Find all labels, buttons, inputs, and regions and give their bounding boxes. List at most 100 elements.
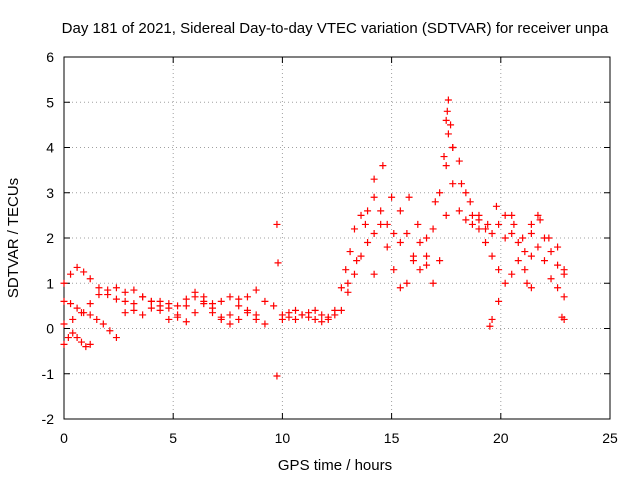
y-tick-label: 3 bbox=[46, 185, 54, 201]
data-point bbox=[457, 180, 465, 188]
series-outliers bbox=[273, 96, 568, 380]
data-point bbox=[95, 284, 103, 292]
data-point bbox=[182, 302, 190, 310]
data-point bbox=[209, 304, 217, 312]
data-point bbox=[377, 207, 385, 215]
data-point bbox=[534, 211, 542, 219]
data-point bbox=[449, 144, 457, 151]
data-point bbox=[191, 293, 199, 301]
x-tick-label: 25 bbox=[602, 430, 618, 446]
data-point bbox=[462, 189, 470, 197]
data-point bbox=[350, 225, 358, 233]
data-point bbox=[468, 211, 476, 219]
data-point bbox=[558, 313, 566, 321]
series-track-e bbox=[278, 162, 568, 321]
data-point bbox=[67, 270, 75, 278]
data-point bbox=[455, 207, 463, 215]
data-point bbox=[252, 286, 260, 294]
data-point bbox=[495, 266, 503, 274]
y-tick-labels: -2 -1 0 1 2 3 4 5 6 bbox=[42, 49, 55, 427]
data-point bbox=[337, 284, 345, 292]
data-point bbox=[423, 234, 431, 242]
data-point bbox=[495, 220, 503, 228]
data-point bbox=[482, 225, 490, 233]
data-point bbox=[106, 327, 114, 335]
data-point bbox=[156, 297, 164, 305]
data-point bbox=[182, 295, 190, 303]
data-point bbox=[547, 248, 555, 256]
data-point bbox=[527, 220, 535, 228]
data-point bbox=[370, 193, 378, 201]
data-point bbox=[226, 293, 234, 301]
data-point bbox=[147, 297, 155, 305]
data-point bbox=[342, 266, 350, 274]
data-points bbox=[60, 96, 568, 380]
data-point bbox=[60, 297, 68, 305]
data-point bbox=[93, 315, 101, 323]
data-point bbox=[86, 340, 94, 348]
data-point bbox=[527, 284, 535, 292]
data-point bbox=[403, 229, 411, 237]
data-point bbox=[270, 302, 278, 310]
data-point bbox=[423, 252, 431, 260]
data-point bbox=[527, 229, 535, 237]
data-point bbox=[482, 239, 490, 247]
data-point bbox=[440, 153, 448, 161]
data-point bbox=[273, 220, 281, 228]
data-point bbox=[274, 259, 282, 267]
y-tick-label: 6 bbox=[46, 49, 54, 65]
data-point bbox=[337, 306, 345, 314]
x-tick-label: 10 bbox=[275, 430, 291, 446]
data-point bbox=[60, 320, 68, 328]
data-point bbox=[388, 193, 396, 201]
data-point bbox=[217, 297, 225, 305]
data-point bbox=[261, 297, 269, 305]
series-track-c bbox=[60, 329, 94, 351]
data-point bbox=[377, 220, 385, 228]
data-point bbox=[560, 293, 568, 301]
data-point bbox=[278, 315, 286, 323]
data-point bbox=[554, 284, 562, 292]
data-point bbox=[396, 284, 404, 292]
data-point bbox=[226, 320, 234, 328]
data-point bbox=[77, 309, 85, 317]
data-point bbox=[443, 107, 451, 115]
y-tick-label: 0 bbox=[46, 321, 54, 337]
data-point bbox=[165, 315, 173, 323]
data-point bbox=[442, 116, 450, 124]
data-point bbox=[514, 257, 522, 265]
y-tick-label: 5 bbox=[46, 94, 54, 110]
data-point bbox=[364, 239, 372, 247]
data-point bbox=[130, 300, 138, 308]
y-axis-label: SDTVAR / TECUs bbox=[5, 178, 22, 298]
series-track-f bbox=[278, 144, 568, 326]
data-point bbox=[361, 220, 369, 228]
y-tick-label: 2 bbox=[46, 230, 54, 246]
data-point bbox=[501, 211, 509, 219]
x-axis-label: GPS time / hours bbox=[278, 457, 392, 474]
data-point bbox=[444, 130, 452, 138]
data-point bbox=[112, 295, 120, 303]
data-point bbox=[298, 311, 306, 319]
data-point bbox=[73, 304, 81, 312]
x-tick-label: 15 bbox=[384, 430, 400, 446]
data-point bbox=[95, 291, 103, 299]
data-point bbox=[82, 343, 90, 351]
data-point bbox=[69, 329, 77, 337]
data-point bbox=[235, 302, 243, 310]
data-point bbox=[436, 257, 444, 265]
data-point bbox=[139, 311, 147, 319]
data-point bbox=[409, 257, 417, 265]
data-point bbox=[414, 220, 422, 228]
data-point bbox=[466, 198, 474, 206]
data-point bbox=[508, 211, 516, 219]
data-point bbox=[357, 211, 365, 219]
data-point bbox=[86, 300, 94, 308]
data-point bbox=[501, 234, 509, 242]
data-point bbox=[462, 216, 470, 224]
data-point bbox=[77, 338, 85, 346]
data-point bbox=[383, 243, 391, 251]
data-point bbox=[547, 275, 555, 283]
data-point bbox=[488, 315, 496, 323]
